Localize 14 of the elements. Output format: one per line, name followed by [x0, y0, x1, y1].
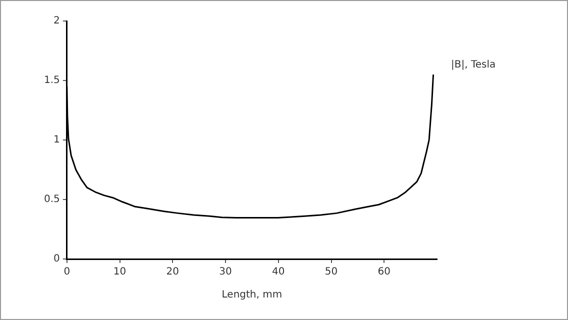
y-axis-title: |B|, Tesla [451, 60, 496, 71]
x-tick-label: 0 [64, 266, 70, 278]
x-tick-label: 40 [272, 266, 285, 278]
y-tick-label: 1.5 [44, 75, 60, 86]
y-tick-label: 2 [54, 16, 60, 27]
x-tick-label: 30 [219, 266, 232, 278]
x-tick-label: 50 [324, 266, 338, 278]
x-tick-label: 20 [166, 266, 180, 278]
x-tick-label: 60 [378, 266, 390, 278]
y-tick-label: 0 [54, 254, 60, 265]
y-tick-label: 0.5 [44, 194, 60, 206]
x-tick-label: 10 [113, 266, 126, 278]
x-axis-title: Length, mm [222, 290, 282, 301]
y-tick-label: 1 [54, 134, 60, 146]
